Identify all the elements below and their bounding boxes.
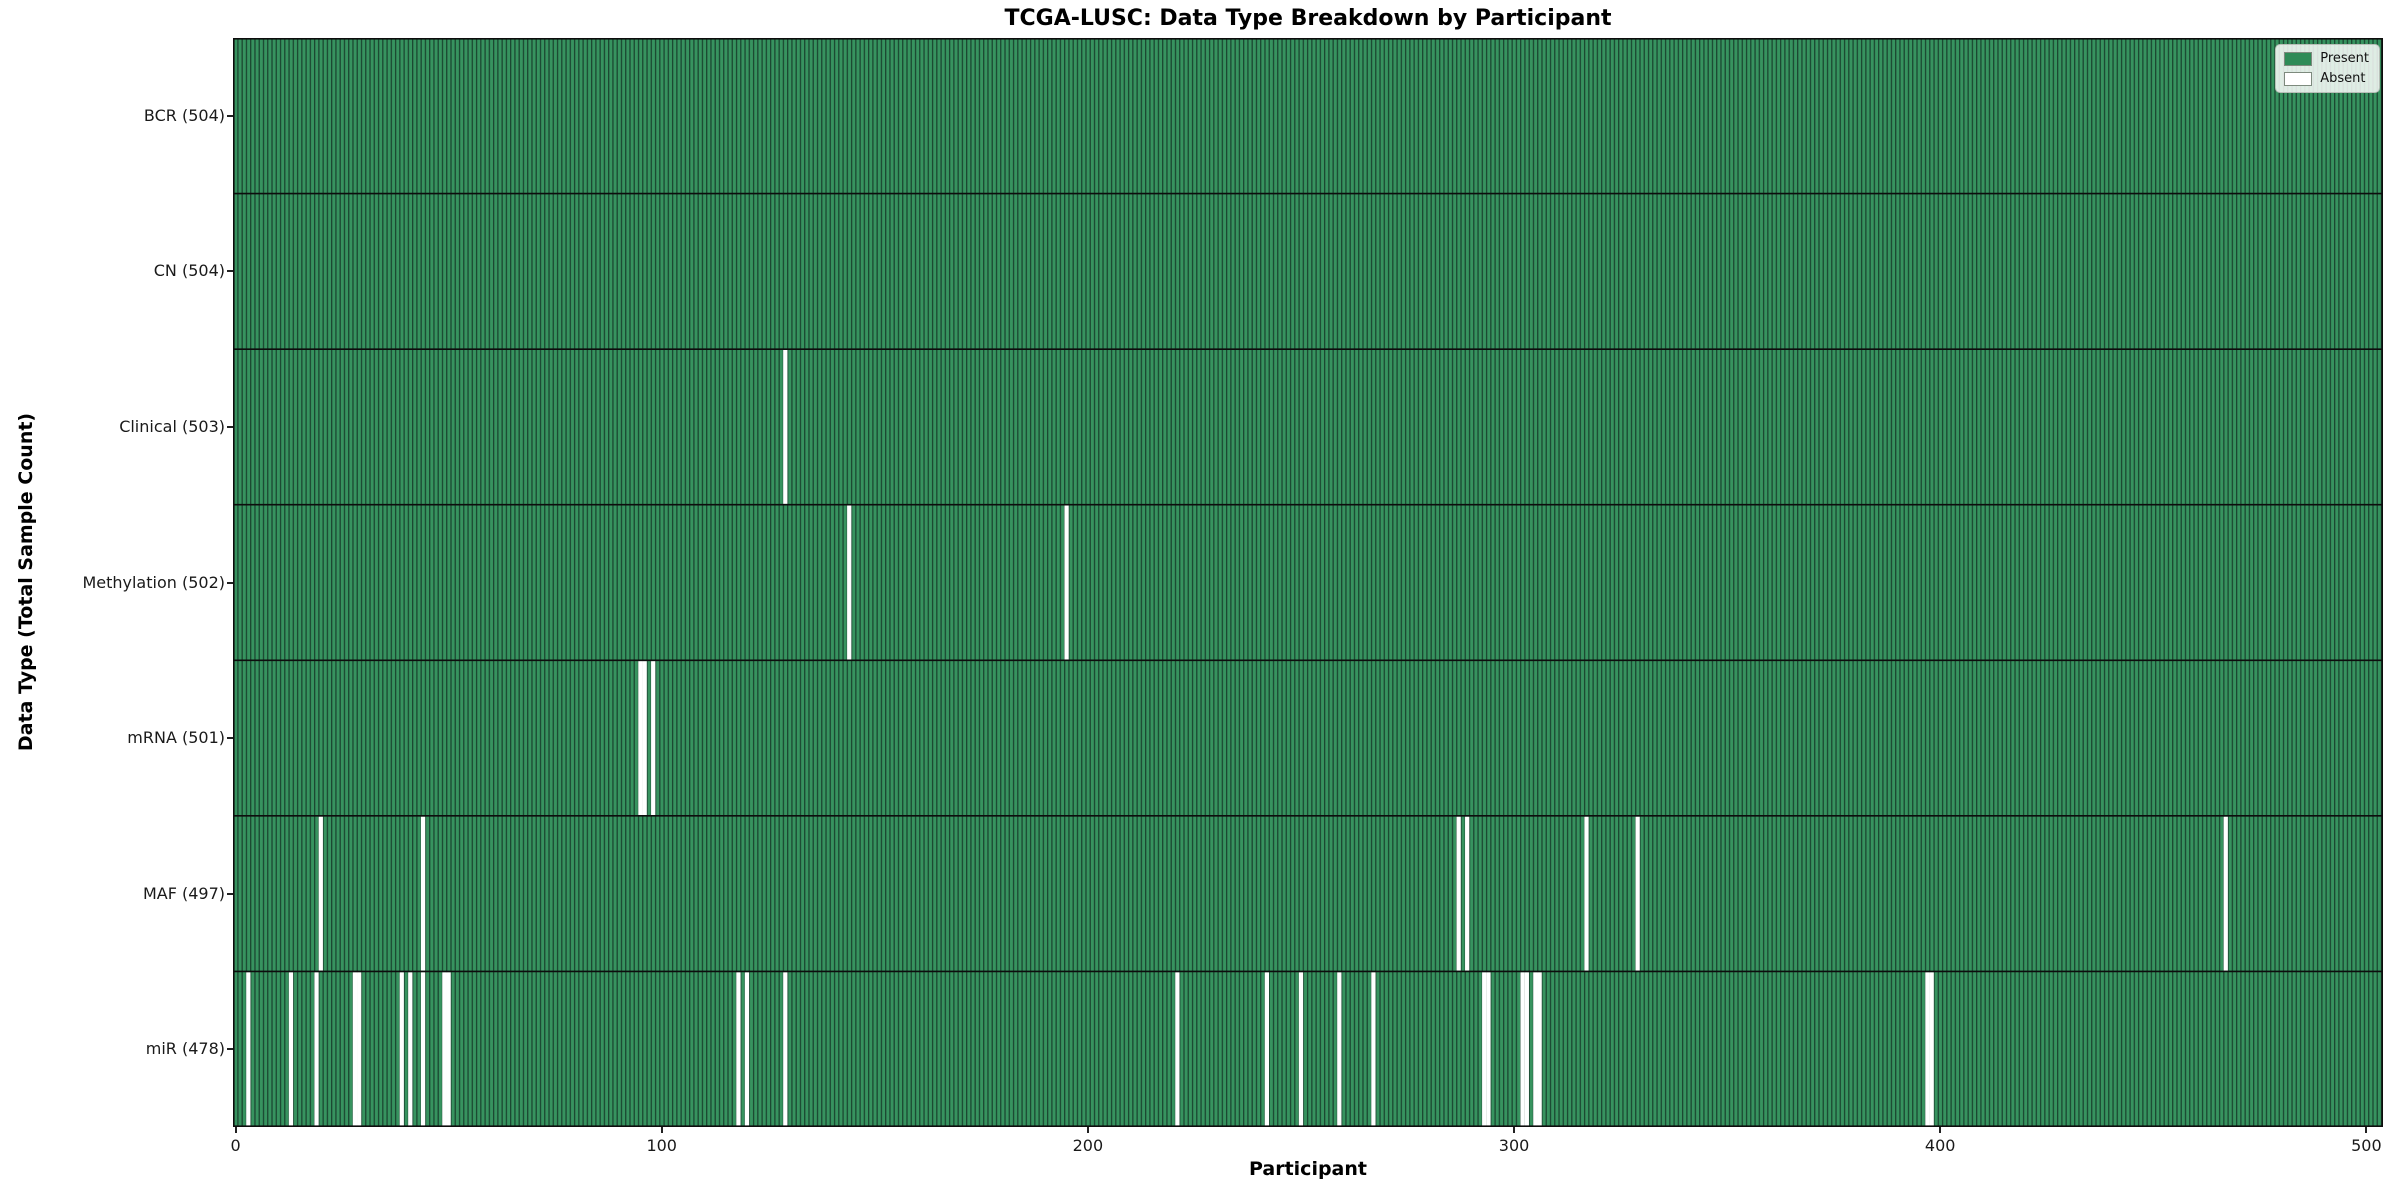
absent-mark xyxy=(1456,816,1461,971)
y-tickmark xyxy=(227,1048,233,1051)
x-tickmark xyxy=(1939,1127,1942,1133)
legend-swatch-present-icon xyxy=(2284,51,2313,66)
absent-mark xyxy=(420,972,426,1127)
legend-label-present: Present xyxy=(2320,51,2369,66)
absent-mark xyxy=(638,661,643,816)
x-tickmark xyxy=(234,1127,237,1133)
y-tickmark xyxy=(227,737,233,740)
absent-mark xyxy=(651,661,656,816)
absent-mark xyxy=(847,505,852,660)
row-band-mRNA xyxy=(233,660,2383,816)
presence-matrix xyxy=(233,38,2383,1128)
absent-mark xyxy=(1520,972,1525,1127)
x-tickmark xyxy=(660,1127,663,1133)
absent-mark xyxy=(783,349,788,504)
legend-swatch-absent-icon xyxy=(2284,71,2313,86)
absent-mark xyxy=(736,972,741,1127)
absent-mark xyxy=(1337,972,1342,1127)
x-tick-label: 100 xyxy=(646,1136,677,1155)
absent-mark xyxy=(783,972,788,1127)
absent-mark xyxy=(246,972,251,1127)
absent-mark xyxy=(446,972,451,1127)
y-tick-label-Clinical: Clinical (503) xyxy=(119,416,225,436)
absent-mark xyxy=(1533,972,1538,1127)
y-tickmark xyxy=(227,581,233,584)
absent-mark xyxy=(1635,816,1640,971)
absent-mark xyxy=(1925,972,1930,1127)
absent-mark xyxy=(352,972,358,1127)
absent-mark xyxy=(442,972,447,1127)
absent-mark xyxy=(1584,816,1589,971)
legend: Present Absent xyxy=(2275,44,2380,93)
absent-mark xyxy=(1482,972,1487,1127)
x-tickmark xyxy=(1086,1127,1089,1133)
absent-mark xyxy=(1264,972,1270,1127)
legend-label-absent: Absent xyxy=(2320,71,2366,86)
row-band-Methylation xyxy=(233,504,2383,661)
absent-mark xyxy=(642,661,647,816)
absent-mark xyxy=(357,972,362,1127)
y-tick-label-CN: CN (504) xyxy=(153,261,225,281)
y-tickmark xyxy=(227,892,233,895)
absent-mark xyxy=(420,816,426,971)
y-tick-label-Methylation: Methylation (502) xyxy=(82,572,225,592)
absent-mark xyxy=(1524,972,1529,1127)
row-band-Clinical xyxy=(233,349,2383,505)
absent-mark xyxy=(1371,972,1376,1127)
x-tick-label: 0 xyxy=(230,1136,241,1155)
absent-mark xyxy=(744,972,750,1127)
y-tick-label-BCR: BCR (504) xyxy=(143,105,225,125)
absent-mark xyxy=(1465,816,1470,971)
x-tick-label: 300 xyxy=(1498,1136,1530,1155)
row-band-miR xyxy=(233,971,2383,1127)
absent-mark xyxy=(1929,972,1934,1127)
absent-mark xyxy=(314,972,319,1127)
y-tickmark xyxy=(227,270,233,273)
x-axis-label: Participant xyxy=(1248,1158,1367,1180)
x-tickmark xyxy=(2365,1127,2368,1133)
row-band-CN xyxy=(233,193,2383,350)
chart-title: TCGA-LUSC: Data Type Breakdown by Partic… xyxy=(1004,6,1612,31)
legend-entry-absent: Absent xyxy=(2284,71,2369,86)
absent-mark xyxy=(2223,816,2228,971)
x-tick-label: 400 xyxy=(1924,1136,1956,1155)
row-band-BCR xyxy=(233,38,2383,194)
absent-mark xyxy=(1486,972,1491,1127)
y-tickmark xyxy=(227,114,233,117)
x-tickmark xyxy=(1513,1127,1516,1133)
y-tick-label-MAF: MAF (497) xyxy=(142,883,225,903)
absent-mark xyxy=(1064,505,1069,660)
x-tick-label: 200 xyxy=(1072,1136,1104,1155)
absent-mark xyxy=(1298,972,1304,1127)
absent-mark xyxy=(1537,972,1542,1127)
plot-frame xyxy=(233,38,2383,1128)
absent-mark xyxy=(318,816,323,971)
plot-area xyxy=(233,38,2383,1128)
legend-entry-present: Present xyxy=(2284,51,2369,66)
absent-mark xyxy=(288,972,294,1127)
row-band-MAF xyxy=(233,815,2383,972)
x-tick-label: 500 xyxy=(2351,1136,2382,1155)
absent-mark xyxy=(408,972,413,1127)
y-tick-label-mRNA: mRNA (501) xyxy=(127,728,225,748)
y-tick-label-miR: miR (478) xyxy=(145,1039,225,1059)
y-tickmark xyxy=(227,425,233,428)
absent-mark xyxy=(1175,972,1180,1127)
absent-mark xyxy=(399,972,404,1127)
